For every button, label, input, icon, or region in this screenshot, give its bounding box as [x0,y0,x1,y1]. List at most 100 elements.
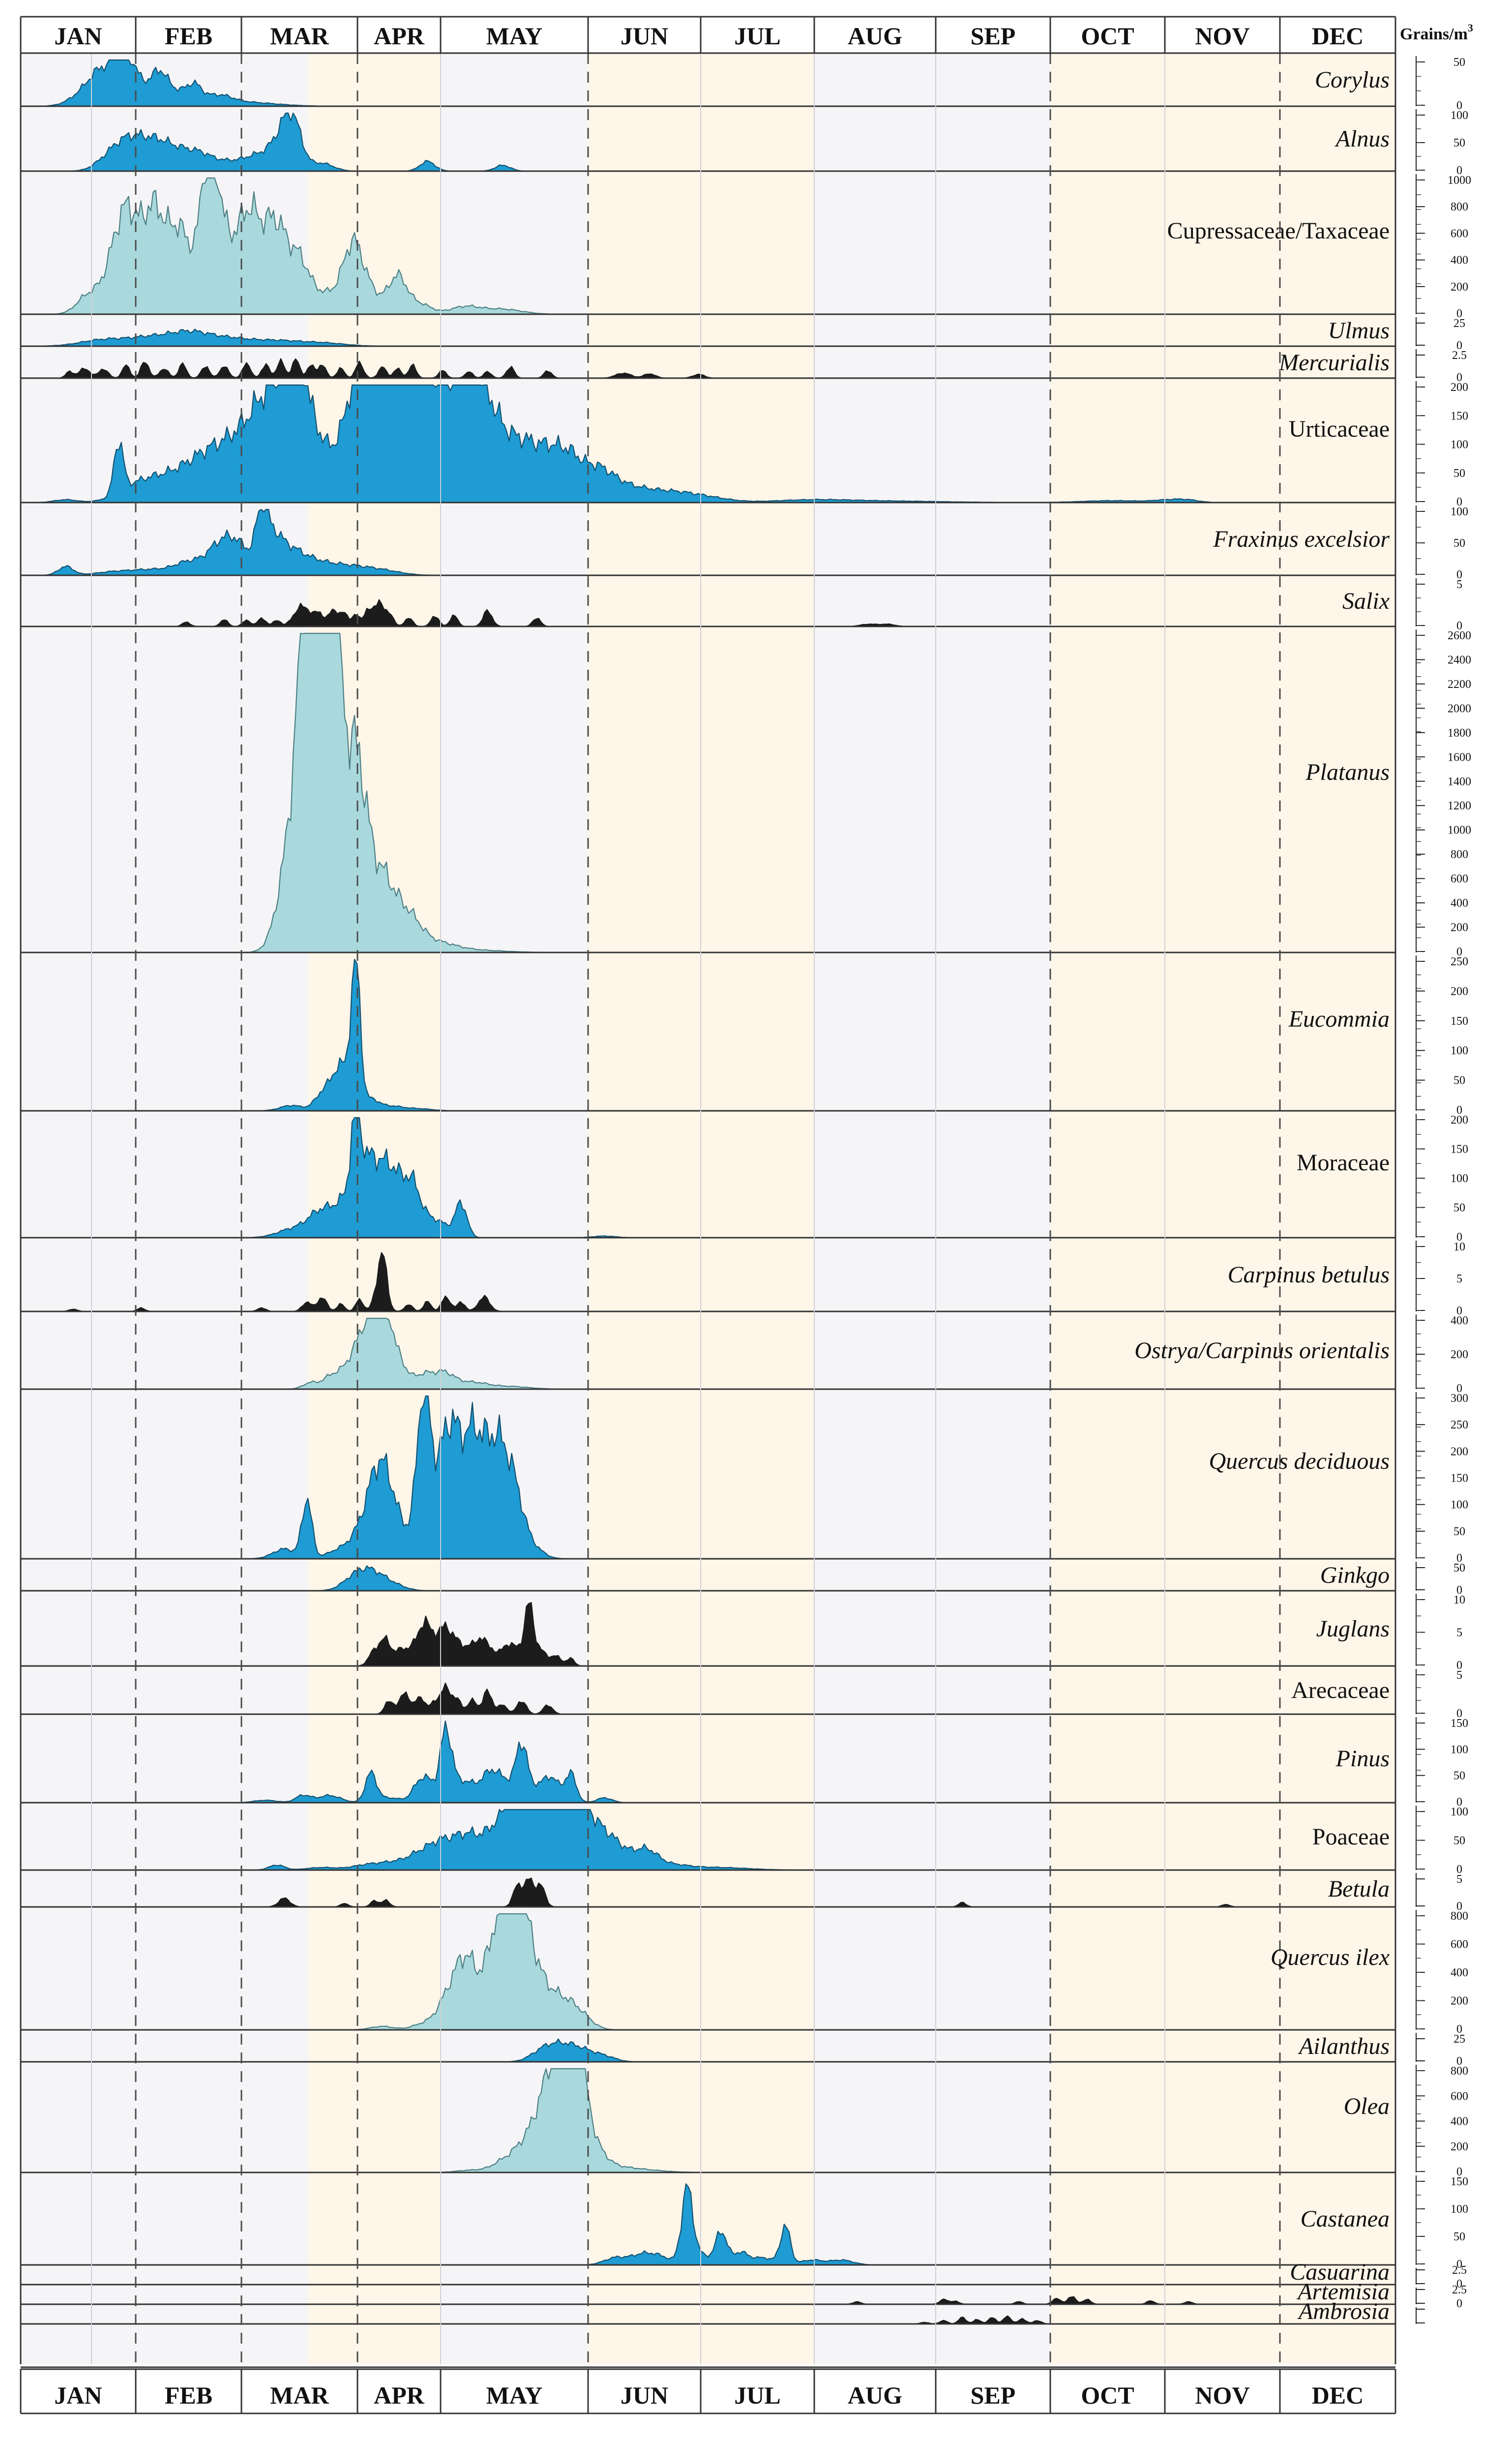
y-scale: 25 0 [1416,317,1465,352]
unit-label: Grains/m3 [1400,22,1473,43]
tick-label: 5 [1456,578,1462,591]
taxon-label: Quercus deciduous [1209,1448,1390,1474]
taxon-label: Fraxinus excelsior [1213,526,1390,552]
y-scale: 10 5 0 [1416,1594,1465,1672]
tick-label: 0 [1456,1552,1462,1565]
y-scale: 1000 800 600 400 200 0 [1416,174,1471,320]
tick-label: 2200 [1448,678,1471,691]
y-scale: 150 100 50 0 [1416,2175,1468,2271]
y-scale: 2.50 [1416,349,1467,384]
tick-label: 100 [1451,1172,1468,1185]
tick-label: 0 [1456,2258,1462,2271]
series-urticaceae [20,384,1396,504]
tick-label: 50 [1453,1525,1465,1538]
month-label: AUG [848,2381,902,2409]
tick-label: 100 [1451,109,1468,122]
taxon-label: Casuarina [1290,2259,1390,2285]
tick-label: 5 [1456,1273,1462,1285]
tick-label: 800 [1451,201,1468,213]
y-scale: 200 150 100 50 0 [1416,381,1468,508]
tick-label: 150 [1451,1015,1468,1028]
tick-label: 25 [1453,2033,1465,2046]
tick-label: 0 [1456,1707,1462,1720]
y-scale: 50 0 [1416,56,1465,112]
y-scale: 100 50 0 [1416,109,1468,177]
tick-label: 25 [1453,317,1465,330]
tick-label: 150 [1451,1143,1468,1156]
tick-label: 0 [1456,371,1462,384]
tick-label: 50 [1453,56,1465,69]
tick-label: 5 [1456,1873,1462,1886]
tick-label: 400 [1451,897,1468,910]
season-bands [21,53,1395,2364]
y-scale: 2.50 [1416,2264,1467,2290]
tick-label: 100 [1451,439,1468,451]
tick-label: 600 [1451,2090,1468,2103]
tick-label: 200 [1451,2141,1468,2153]
taxon-label: Poaceae [1312,1824,1390,1850]
tick-label: 50 [1453,537,1465,550]
tick-label: 150 [1451,410,1468,422]
taxon-label: Castanea [1301,2206,1390,2232]
taxon-label: Betula [1328,1876,1390,1902]
taxon-label: Urticaceae [1289,416,1390,442]
tick-label: 50 [1453,1074,1465,1087]
tick-label: 0 [1456,2055,1462,2068]
tick-label: 0 [1456,339,1462,352]
tick-label: 50 [1453,2230,1465,2243]
month-label: FEB [165,2381,212,2409]
y-axis-scales: 500100500100080060040020002502.502001501… [1416,56,1471,2324]
tick-label: 2000 [1448,702,1471,715]
tick-label: 5 [1456,1627,1462,1639]
tick-label: 100 [1451,1806,1468,1818]
taxon-labels: Corylus Alnus Cupressaceae/Taxaceae Ulmus Me… [1134,67,1390,2324]
y-scale: 25 0 [1416,2033,1465,2068]
tick-label: 0 [1456,1659,1462,1672]
tick-label: 1000 [1448,824,1471,837]
tick-label: 0 [1456,307,1462,320]
tick-label: 10 [1453,1241,1465,1253]
month-label: MAR [270,22,329,50]
taxon-label: Cupressaceae/Taxaceae [1167,218,1390,244]
tick-label: 800 [1451,1910,1468,1923]
tick-label: 150 [1451,1717,1468,1730]
tick-label: 200 [1451,1348,1468,1361]
taxon-label: Ginkgo [1320,1562,1390,1588]
month-label: JUL [734,22,780,50]
y-scale [1416,2307,1425,2324]
tick-label: 400 [1451,254,1468,267]
taxon-label: Ailanthus [1298,2033,1390,2059]
month-label: OCT [1081,2381,1134,2409]
curve-area [20,384,1396,504]
tick-label: 200 [1451,1995,1468,2008]
tick-label: 2600 [1448,629,1471,642]
y-scale: 800 600 400 200 0 [1416,2065,1468,2178]
y-scale: 150 100 50 0 [1416,1717,1468,1809]
tick-label: 200 [1451,922,1468,934]
taxon-label: Alnus [1334,126,1390,152]
month-label: NOV [1195,22,1249,50]
tick-label: 2400 [1448,654,1471,666]
month-label: DEC [1312,22,1364,50]
tick-label: 100 [1451,1743,1468,1756]
tick-label: 300 [1451,1392,1468,1405]
y-scale: 50 0 [1416,1562,1465,1597]
month-label: SEP [971,2381,1016,2409]
month-label: MAY [486,22,543,50]
tick-label: 0 [1456,164,1462,177]
month-label: DEC [1312,2381,1364,2409]
month-label: AUG [848,22,902,50]
tick-label: 0 [1456,1382,1462,1395]
taxon-label: Moraceae [1297,1150,1390,1176]
tick-label: 400 [1451,2115,1468,2128]
y-scale: 200 150 100 50 0 [1416,1114,1468,1244]
tick-label: 2.5 [1452,349,1467,362]
tick-label: 200 [1451,1114,1468,1127]
tick-label: 1000 [1448,174,1471,187]
y-scale: 50 [1416,578,1462,632]
tick-label: 150 [1451,1472,1468,1485]
taxon-label: Ulmus [1328,318,1390,344]
taxon-label: Mercurialis [1278,350,1390,376]
month-axis-bottom: JAN FEB MAR APR MAY JUN JUL AUG SEP OCT NOV DEC [20,2368,1396,2414]
